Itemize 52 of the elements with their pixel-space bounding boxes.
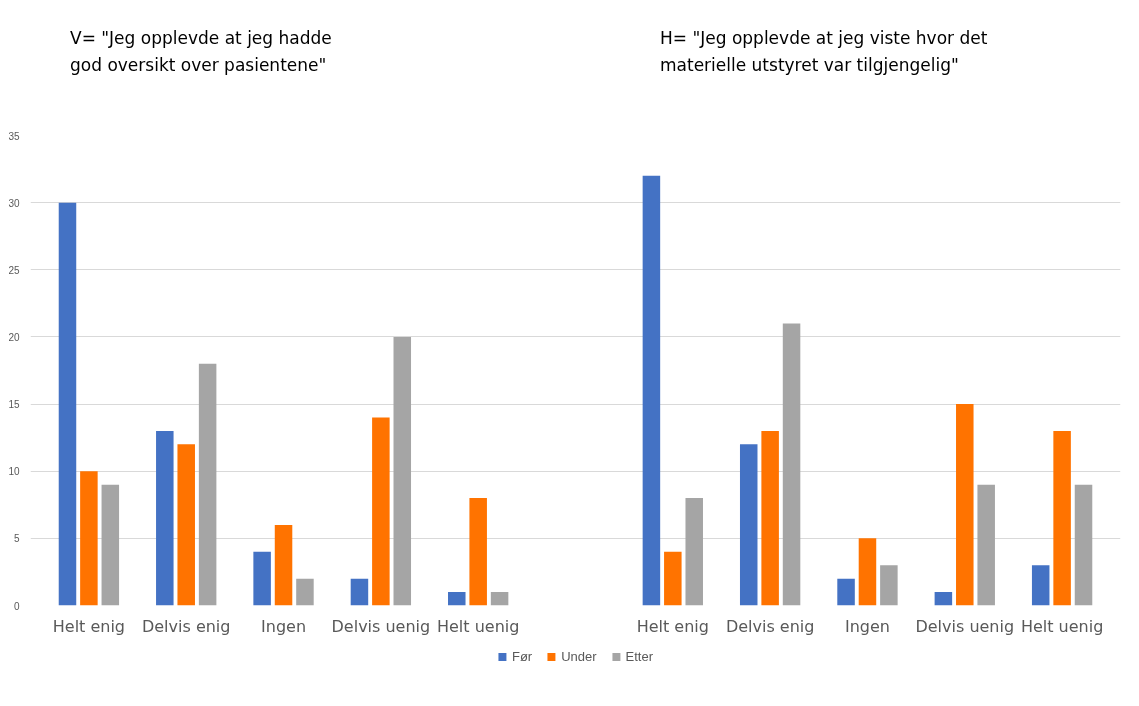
y-tick-label: 35 xyxy=(8,130,20,142)
legend-label: Etter xyxy=(625,648,654,664)
bar xyxy=(253,551,271,606)
bar xyxy=(642,175,661,606)
bar xyxy=(372,417,390,606)
bar xyxy=(198,363,217,606)
x-tick-label: Helt enig xyxy=(636,616,709,636)
bar xyxy=(177,444,195,606)
bar xyxy=(1074,484,1093,606)
bar xyxy=(58,202,77,606)
bar xyxy=(837,578,855,606)
bar xyxy=(156,430,174,606)
x-tick-label: Delvis uenig xyxy=(331,616,431,636)
x-tick-label: Helt uenig xyxy=(436,616,520,636)
bar xyxy=(782,323,801,606)
y-tick-label: 15 xyxy=(8,399,20,411)
x-tick-label: Delvis enig xyxy=(141,616,231,636)
bar xyxy=(664,551,682,606)
y-tick-label: 5 xyxy=(13,533,20,545)
bar xyxy=(685,498,703,606)
bar xyxy=(1053,430,1071,606)
x-tick-label: Ingen xyxy=(844,616,890,636)
bar xyxy=(880,565,898,606)
bar xyxy=(1031,565,1050,606)
y-tick-label: 0 xyxy=(13,600,20,612)
bar xyxy=(858,538,877,606)
y-tick-label: 25 xyxy=(8,264,20,276)
bar xyxy=(393,336,412,606)
x-tick-label: Helt uenig xyxy=(1020,616,1104,636)
bar xyxy=(80,471,98,606)
legend-label: Under xyxy=(561,648,597,664)
legend-label: Før xyxy=(511,648,533,664)
bar xyxy=(739,444,758,606)
bar xyxy=(274,524,293,606)
text: V= "Jeg opplevde at jeg hadde god oversikt over pasientene" xyxy=(70,27,332,78)
y-tick-label: 10 xyxy=(8,466,20,478)
bar xyxy=(448,592,466,606)
y-tick-label: 20 xyxy=(8,331,20,343)
bar xyxy=(490,592,509,606)
x-tick-label: Delvis uenig xyxy=(915,616,1015,636)
bar xyxy=(296,578,314,606)
x-tick-label: Delvis enig xyxy=(725,616,815,636)
x-tick-label: Helt enig xyxy=(52,616,126,636)
text: H= "Jeg opplevde at jeg viste hvor det materielle utstyret var tilgjengelig" xyxy=(660,27,988,78)
bar xyxy=(469,498,487,606)
y-tick-label: 30 xyxy=(8,197,20,209)
bar xyxy=(977,484,995,606)
bar xyxy=(761,430,779,606)
bar xyxy=(101,484,120,606)
bar xyxy=(350,578,369,606)
x-tick-label: Ingen xyxy=(261,616,307,636)
bar xyxy=(956,404,974,606)
